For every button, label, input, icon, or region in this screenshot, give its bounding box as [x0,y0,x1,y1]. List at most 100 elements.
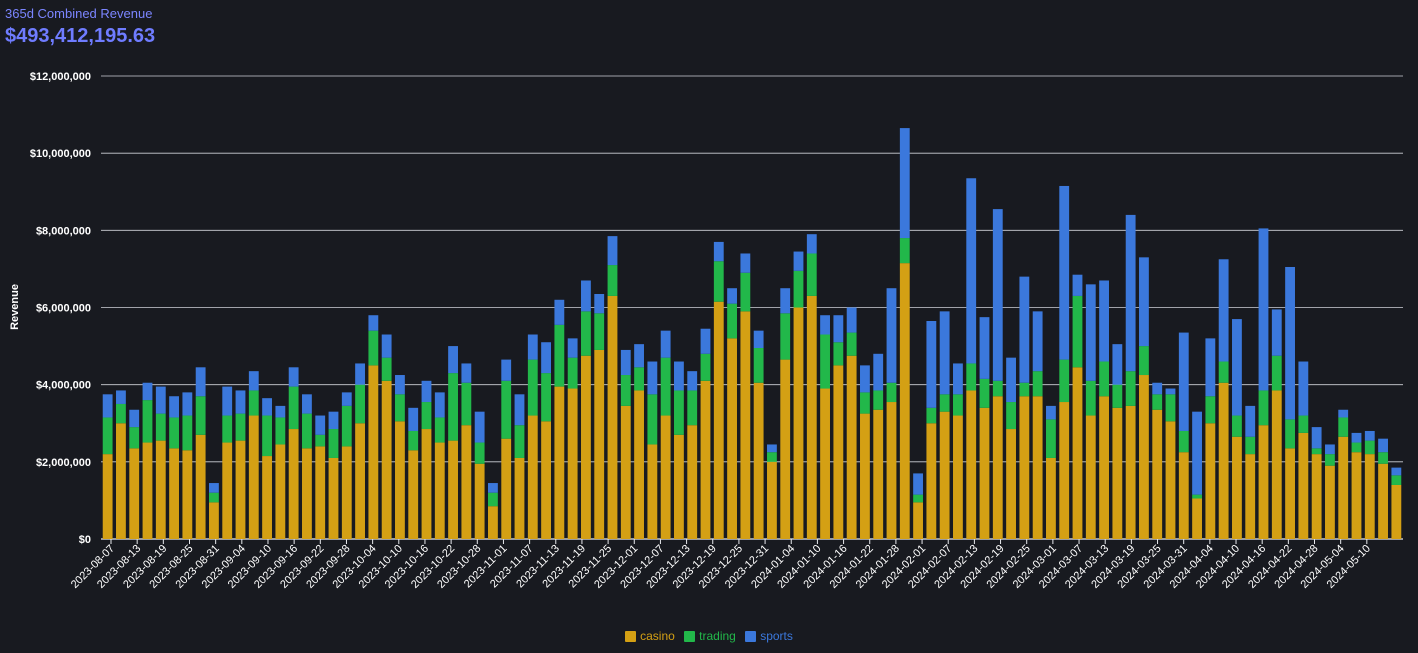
bar-sports [355,363,365,385]
bar-casino [1006,429,1016,539]
bar-trading [820,334,830,389]
bar-trading [647,394,658,445]
bar-trading [116,403,126,424]
bar-casino [1165,421,1176,539]
bar-casino [886,402,897,539]
bar-sports [1391,467,1402,476]
bar-sports [395,375,405,395]
bar-casino [780,359,791,539]
bar-sports [1099,280,1109,362]
legend-item-casino[interactable]: casino [625,629,675,643]
bar-sports [860,365,870,393]
bar-trading [926,407,937,424]
bar-casino [966,390,977,539]
bar-sports [142,382,153,401]
bar-trading [886,382,897,403]
bar-sports [448,346,458,374]
bar-trading [408,430,419,451]
bar-casino [302,448,312,539]
bar-sports [1046,405,1056,420]
bar-trading [1218,361,1229,383]
bar-sports [209,483,219,493]
bar-sports [195,367,206,397]
bar-trading [501,380,512,439]
bar-sports [1152,382,1163,395]
total-revenue-value: $493,412,195.63 [5,25,156,47]
bar-trading [687,390,698,426]
bar-casino [381,380,392,539]
bar-trading [1298,415,1309,433]
bar-casino [1378,463,1388,539]
bar-trading [1085,380,1096,416]
bar-trading [248,390,259,416]
bar-trading [581,311,591,356]
bar-sports [966,178,977,364]
bar-trading [594,313,605,350]
bar-trading [780,313,791,360]
bar-casino [315,446,326,539]
bar-trading [607,265,618,296]
bar-sports [155,386,166,414]
bar-sports [1285,266,1295,420]
legend-label-trading: trading [699,629,736,643]
bar-casino [1391,484,1402,539]
bar-sports [1298,361,1309,416]
bar-sports [674,361,684,391]
bar-casino [275,444,286,539]
bar-sports [594,294,605,314]
bar-trading [1338,417,1349,437]
legend-item-sports[interactable]: sports [745,629,793,643]
bar-casino [1178,452,1189,539]
bar-sports [806,234,817,254]
bar-sports [939,311,950,395]
bar-trading [395,394,405,422]
bar-trading [913,494,923,503]
bar-casino [1139,375,1149,539]
bar-casino [102,454,113,539]
bar-trading [1139,346,1149,376]
bar-casino [448,440,458,539]
bar-sports [873,353,884,391]
bar-trading [142,400,153,443]
bar-sports [129,409,140,428]
bar-casino [660,415,671,539]
bar-sports [1178,332,1189,431]
bar-sports [713,241,724,262]
bar-casino [1085,415,1096,539]
bar-sports [541,342,551,374]
bar-trading [873,390,884,410]
bar-casino [461,425,472,539]
bar-casino [939,411,950,539]
bar-casino [527,415,538,539]
bar-casino [408,450,419,539]
bar-casino [1112,407,1123,539]
y-tick-label: $12,000,000 [30,71,91,83]
bar-sports [607,236,618,266]
bar-sports [647,361,658,395]
bar-casino [806,295,817,539]
bar-sports [1032,311,1043,372]
bar-trading [1391,475,1402,485]
bar-sports [833,315,844,343]
bar-trading [939,394,950,412]
bar-sports [275,405,286,418]
legend-item-trading[interactable]: trading [684,629,736,643]
bar-casino [620,405,631,539]
bar-trading [541,373,551,422]
bar-casino [142,442,153,539]
bar-trading [992,380,1003,397]
bar-trading [1032,371,1043,397]
bar-sports [262,398,272,416]
bar-sports [700,328,711,354]
bar-casino [674,434,684,539]
bar-casino [488,506,498,539]
bar-sports [1019,276,1030,383]
bar-trading [634,367,644,391]
bar-sports [727,288,737,304]
bar-trading [966,363,977,391]
bar-casino [753,382,764,539]
bar-sports [1006,357,1016,403]
bar-casino [1258,425,1269,539]
chart-legend: casino trading sports [0,629,1418,645]
bar-trading [953,394,963,416]
